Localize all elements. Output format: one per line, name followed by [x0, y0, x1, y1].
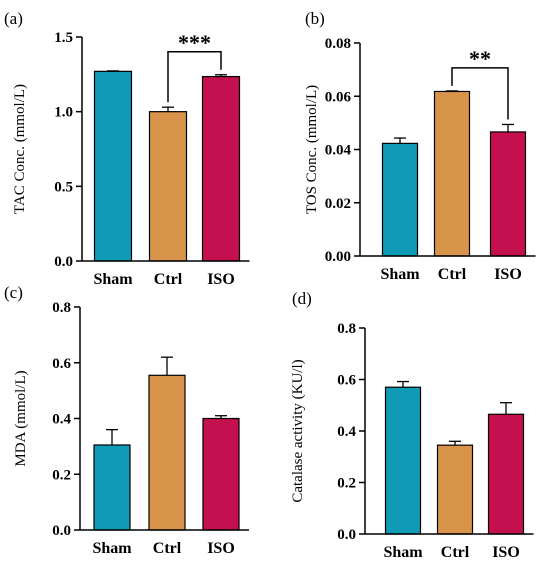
chart-panel: (c) 0.0 0.2 0.4 0.6 0.8 Sham Ctrl ISO MDA (mmol/L…: [4, 283, 249, 557]
y-tick-label: 0.5: [54, 179, 73, 195]
chart-panel: (b) 0.00 0.02 0.04 0.06 0.08 Sham Ctrl ISO TOS Co…: [304, 9, 536, 283]
y-tick-label: 1.0: [54, 105, 73, 121]
y-axis-title: TAC Conc. (mmol/L): [12, 84, 28, 214]
bar-iso: [201, 75, 241, 262]
bar-sham: [381, 142, 419, 257]
y-tick-label: 0.02: [325, 196, 351, 212]
x-category-label: Sham: [92, 540, 132, 557]
y-tick-label: 1.5: [54, 30, 73, 46]
y-tick-label: 0.0: [54, 254, 73, 270]
y-tick-label: 0.4: [337, 424, 356, 440]
bar-iso: [202, 417, 240, 531]
y-tick-label: 0.0: [337, 527, 356, 543]
x-category-label: Ctrl: [441, 544, 470, 561]
panel-label: (d): [292, 289, 312, 308]
x-category-label: ISO: [494, 266, 522, 283]
significance-label: ***: [178, 30, 211, 55]
x-category-label: Sham: [380, 266, 420, 283]
y-tick-label: 0.06: [325, 89, 352, 105]
panel-label: (b): [305, 9, 325, 28]
x-category-label: ISO: [207, 540, 235, 557]
panel-label: (a): [4, 9, 23, 28]
significance-bracket: [167, 51, 222, 103]
y-tick-label: 0.8: [52, 300, 71, 316]
x-category-label: ISO: [492, 544, 520, 561]
panel-label: (c): [4, 283, 23, 302]
y-axis-title: MDA (mmol/L): [13, 370, 29, 466]
y-tick-label: 0.8: [337, 321, 356, 337]
bar-sham: [93, 444, 131, 531]
x-category-label: Sham: [93, 271, 133, 288]
y-tick-label: 0.08: [325, 36, 351, 52]
y-tick-label: 0.6: [52, 356, 71, 372]
x-category-label: Ctrl: [154, 271, 183, 288]
y-axis-title: TOS Conc. (mmol/L): [304, 85, 320, 214]
y-tick-label: 0.2: [337, 476, 356, 492]
y-tick-label: 0.00: [325, 249, 351, 265]
x-category-label: Ctrl: [438, 266, 467, 283]
bar-ctrl: [433, 90, 471, 257]
bar-sham: [93, 70, 133, 262]
bar-ctrl: [436, 444, 474, 535]
y-tick-label: 0.4: [52, 412, 71, 428]
bar-ctrl: [148, 111, 188, 262]
y-tick-label: 0.2: [52, 467, 71, 483]
y-axis-title: Catalase activity (KU/l): [290, 359, 306, 502]
significance-bracket: [451, 67, 509, 120]
y-tick-label: 0.04: [325, 143, 352, 159]
y-tick-label: 0.6: [337, 373, 356, 389]
chart-panel: (d) 0.0 0.2 0.4 0.6 0.8 Sham Ctrl ISO Catalase ac…: [290, 289, 534, 561]
chart-panel: (a) 0.0 0.5 1.0 1.5 Sham Ctrl ISO TAC Conc. (mmo…: [4, 9, 250, 288]
bar-ctrl: [148, 374, 186, 531]
x-category-label: Ctrl: [153, 540, 182, 557]
bar-sham: [384, 386, 422, 535]
significance-label: **: [469, 46, 491, 71]
bar-iso: [487, 413, 525, 535]
bar-iso: [489, 131, 527, 257]
x-category-label: Sham: [383, 544, 423, 561]
x-category-label: ISO: [207, 271, 235, 288]
y-tick-label: 0.0: [52, 523, 71, 539]
